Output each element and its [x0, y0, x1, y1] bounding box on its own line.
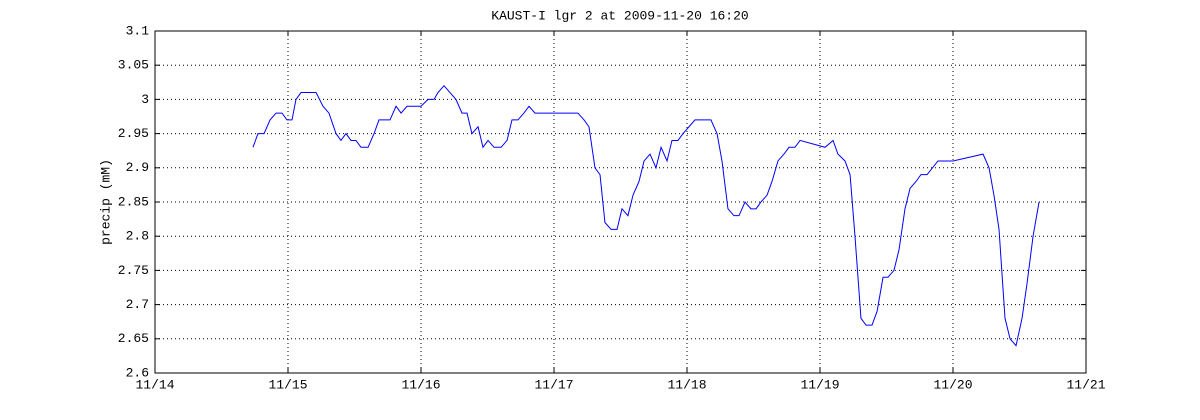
x-tick-label: 11/20	[933, 377, 972, 392]
y-tick-label: 2.8	[126, 229, 149, 244]
y-tick-label: 2.75	[118, 263, 149, 278]
x-tick-label: 11/19	[800, 377, 839, 392]
y-tick-label: 3.05	[118, 58, 149, 73]
y-tick-label: 2.6	[126, 365, 149, 380]
y-tick-label: 2.85	[118, 194, 149, 209]
y-tick-label: 3	[141, 92, 149, 107]
x-tick-label: 11/14	[135, 377, 174, 392]
plot-area	[154, 30, 1087, 374]
y-tick-label: 2.65	[118, 331, 149, 346]
y-tick-label: 2.95	[118, 126, 149, 141]
y-tick-label: 2.9	[126, 160, 149, 175]
chart-title: KAUST-I lgr 2 at 2009-11-20 16:20	[491, 8, 748, 23]
data-line	[252, 84, 1040, 347]
x-tick-label: 11/16	[401, 377, 440, 392]
x-tick-label: 11/15	[268, 377, 307, 392]
y-tick-label: 3.1	[126, 23, 150, 38]
x-tick-label: 11/21	[1066, 377, 1105, 392]
y-axis-label: precip (mM)	[98, 159, 113, 245]
x-tick-label: 11/18	[667, 377, 706, 392]
x-tick-label: 11/17	[534, 377, 573, 392]
y-tick-label: 2.7	[126, 297, 149, 312]
